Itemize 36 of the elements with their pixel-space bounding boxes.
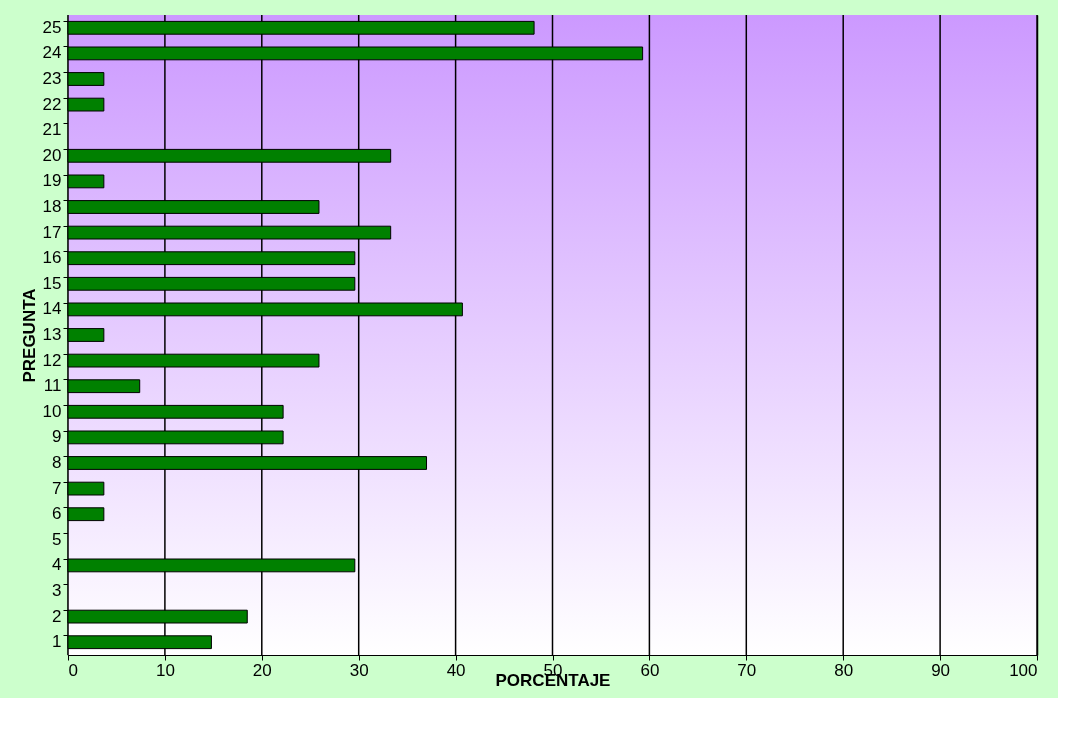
x-tick-label: 100 — [1009, 660, 1038, 680]
y-tick-label: 24 — [42, 43, 62, 63]
y-tick-label: 9 — [52, 427, 62, 447]
x-tick-label: 0 — [68, 660, 78, 680]
y-tick-label: 17 — [42, 222, 62, 242]
y-tick-label: 22 — [42, 94, 62, 114]
y-tick-label: 11 — [43, 376, 62, 396]
y-tick-label: 4 — [52, 555, 62, 575]
y-tick-label: 7 — [52, 478, 62, 498]
x-tick-label: 30 — [349, 660, 369, 680]
y-tick-label: 6 — [52, 504, 62, 524]
y-tick-label: 14 — [42, 299, 62, 319]
y-tick-label: 19 — [42, 171, 62, 191]
x-tick-label: 80 — [834, 660, 854, 680]
y-tick-label: 5 — [52, 529, 62, 549]
y-tick-label: 21 — [42, 120, 62, 140]
y-tick-label: 10 — [42, 401, 62, 421]
y-tick-label: 15 — [42, 273, 62, 293]
y-tick-label: 13 — [42, 325, 62, 344]
y-axis-title: PREGUNTA — [19, 288, 39, 383]
y-tick-label: 1 — [52, 632, 62, 652]
y-tick-label: 20 — [42, 145, 62, 165]
y-tick-label: 12 — [42, 350, 62, 370]
x-tick-label: 10 — [155, 660, 175, 680]
x-tick-label: 40 — [446, 660, 466, 680]
y-tick-label: 25 — [42, 17, 62, 37]
x-tick-label: 20 — [252, 660, 272, 680]
y-tick-label: 23 — [42, 69, 62, 88]
y-tick-label: 16 — [42, 248, 62, 268]
y-tick-label: 3 — [52, 581, 62, 600]
y-tick-label: 8 — [52, 453, 62, 472]
x-tick-label: 60 — [640, 660, 660, 680]
x-tick-label: 70 — [737, 660, 757, 680]
y-tick-label: 2 — [52, 606, 62, 626]
x-tick-label: 90 — [931, 660, 951, 680]
y-tick-label: 18 — [42, 197, 62, 216]
